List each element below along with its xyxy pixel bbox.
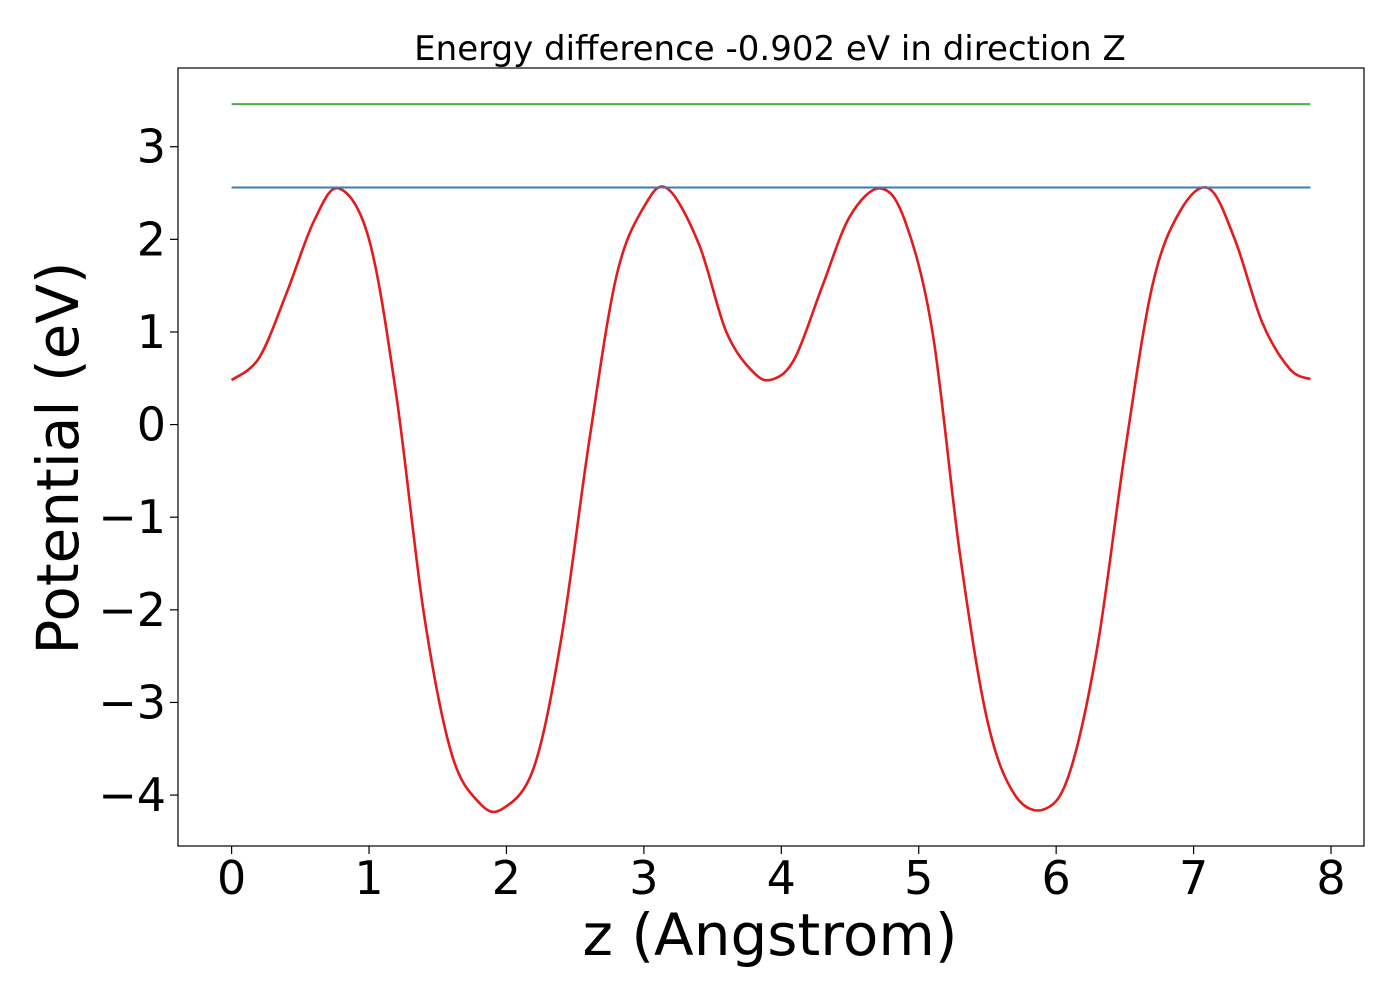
x-tick-label: 5	[904, 851, 933, 905]
y-tick-label: −4	[98, 768, 166, 822]
planar-average-potential-line	[230, 185, 1311, 814]
x-axis-label: z (Angstrom)	[583, 901, 958, 969]
y-tick-label: −2	[98, 583, 166, 637]
y-axis-label: Potential (eV)	[24, 261, 92, 654]
x-tick-label: 4	[767, 851, 796, 905]
y-tick-label: −1	[98, 490, 166, 544]
y-tick-label: 2	[137, 212, 166, 266]
chart-title: Energy difference -0.902 eV in direction…	[414, 29, 1126, 69]
x-tick-label: 8	[1316, 851, 1345, 905]
y-tick-label: −3	[98, 675, 166, 729]
plot-frame	[177, 67, 1365, 847]
x-tick-label: 6	[1042, 851, 1071, 905]
y-tick-label: 0	[137, 398, 166, 452]
x-tick-label: 1	[354, 851, 383, 905]
x-tick-label: 3	[629, 851, 658, 905]
y-tick-label: 3	[137, 120, 166, 174]
x-tick-label: 2	[492, 851, 521, 905]
y-tick-label: 1	[137, 305, 166, 359]
x-tick-label: 7	[1179, 851, 1208, 905]
plot-area: 0 1 2 3 4 5 6 7 8 −4 −3 −2 −1 0 1 2 3	[98, 67, 1365, 905]
x-tick-label: 0	[217, 851, 246, 905]
